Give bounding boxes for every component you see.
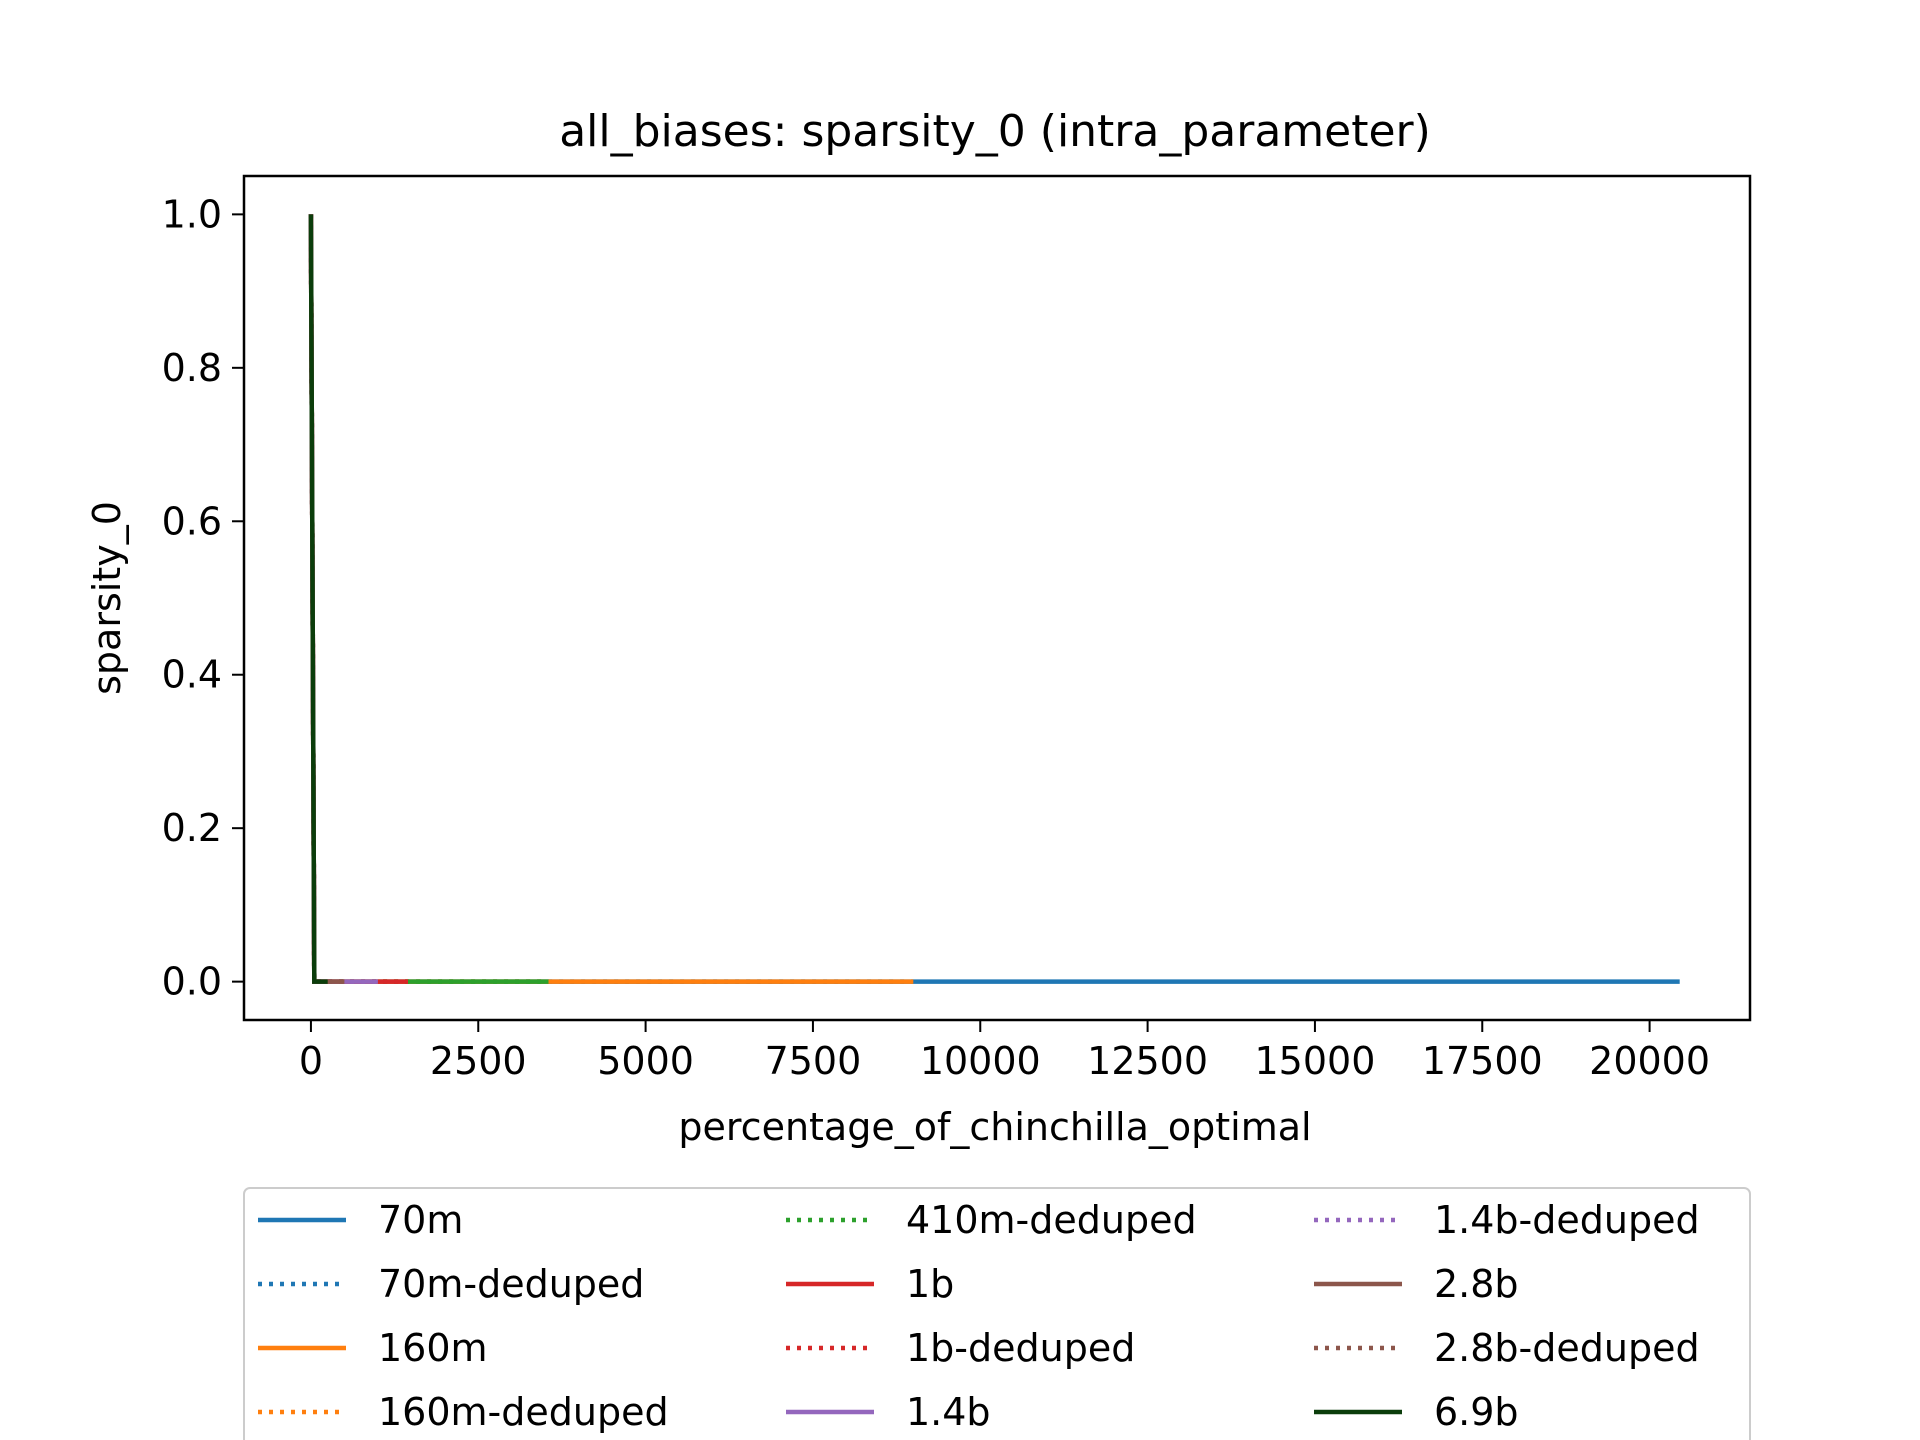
series-line-1b [308, 214, 408, 984]
x-tick-label: 17500 [1422, 1039, 1543, 1083]
x-tick-label: 20000 [1589, 1039, 1710, 1083]
x-tick-label: 10000 [920, 1039, 1041, 1083]
legend-label: 70m-deduped [378, 1262, 644, 1306]
plot-frame [242, 174, 1752, 1022]
y-axis: 0.0 0.2 0.4 0.6 0.8 1.0 [162, 192, 244, 1004]
legend-frame [243, 1187, 1751, 1440]
x-tick-label: 12500 [1087, 1039, 1208, 1083]
x-tick-label: 0 [299, 1039, 323, 1083]
y-tick-label: 0.0 [162, 960, 222, 1004]
series-line-410m-deduped [308, 214, 546, 984]
legend-label: 1b [906, 1262, 954, 1306]
y-tick-label: 0.8 [162, 346, 222, 390]
legend-label: 2.8b [1434, 1262, 1519, 1306]
y-tick-label: 0.6 [162, 499, 222, 543]
legend-label: 160m-deduped [378, 1390, 669, 1434]
legend-label: 1.4b [906, 1390, 991, 1434]
plot-lines [308, 214, 1680, 984]
legend-label: 1.4b-deduped [1434, 1198, 1700, 1242]
legend-label: 2.8b-deduped [1434, 1326, 1700, 1370]
x-axis-label: percentage_of_chinchilla_optimal [678, 1105, 1311, 1149]
legend: 70m 70m-deduped 160m 160m-deduped 410m-dedup… [243, 1187, 1751, 1440]
series-line-160m [308, 214, 914, 984]
y-tick-label: 0.4 [162, 653, 222, 697]
y-tick-label: 0.2 [162, 806, 222, 850]
x-tick-label: 5000 [597, 1039, 694, 1083]
series-line-70m-deduped [308, 214, 914, 984]
series-line-70m [308, 214, 1680, 984]
legend-label: 160m [378, 1326, 488, 1370]
x-tick-label: 7500 [765, 1039, 862, 1083]
series-line-1.4b [308, 214, 378, 984]
series-line-6.9b [308, 214, 328, 984]
y-axis-label: sparsity_0 [85, 501, 129, 695]
x-axis: 0 2500 5000 7500 10000 12500 15000 17500 20000 [299, 1020, 1710, 1083]
series-line-160m-deduped [308, 214, 546, 984]
x-tick-label: 2500 [430, 1039, 527, 1083]
legend-label: 410m-deduped [906, 1198, 1197, 1242]
legend-label: 70m [378, 1198, 463, 1242]
series-line-1b-deduped [308, 214, 408, 984]
y-tick-label: 1.0 [162, 192, 222, 236]
chart-title: all_biases: sparsity_0 (intra_parameter) [559, 106, 1431, 157]
legend-label: 1b-deduped [906, 1326, 1135, 1370]
x-tick-label: 15000 [1254, 1039, 1375, 1083]
series-line-1.4b-deduped [308, 214, 378, 984]
legend-label: 6.9b [1434, 1390, 1519, 1434]
